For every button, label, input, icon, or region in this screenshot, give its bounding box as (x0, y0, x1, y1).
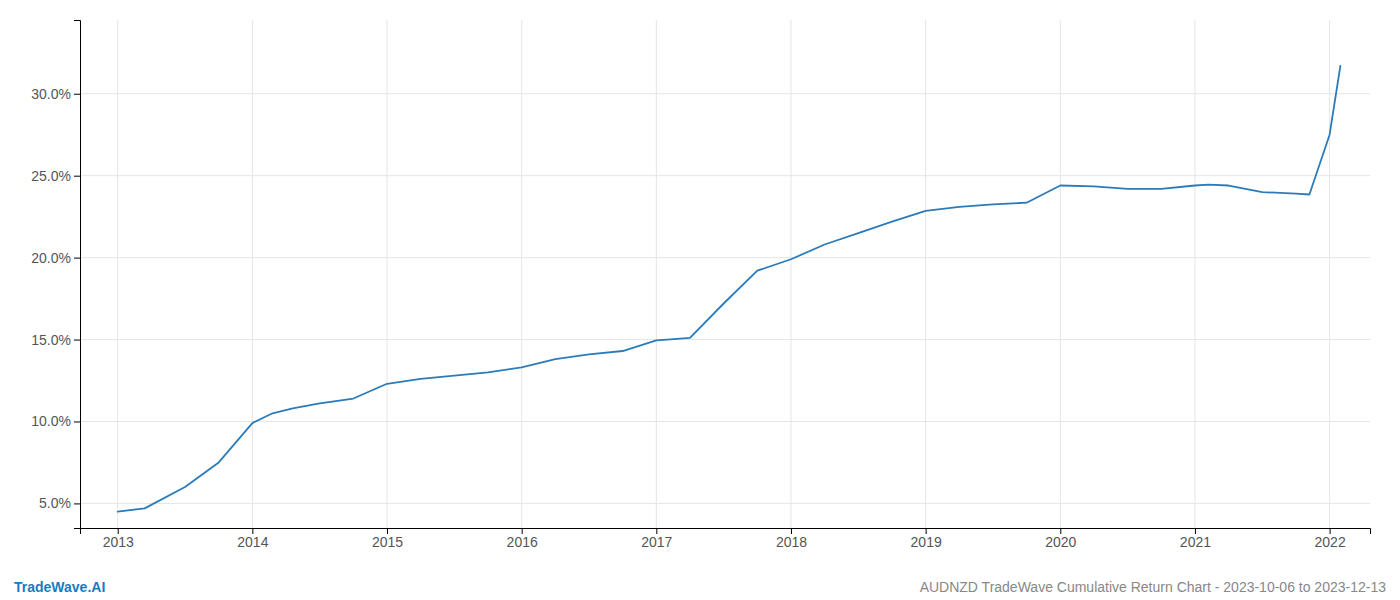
grid-line (80, 93, 1370, 94)
grid-line (790, 20, 791, 528)
x-tick-label: 2015 (372, 534, 403, 550)
x-tick: 2017 (641, 528, 672, 550)
x-tick-label: 2016 (507, 534, 538, 550)
y-tick: 10.0% (31, 413, 80, 429)
plot: 2013 2014 2015 2016 2017 2018 2019 2020 2021 2022… (31, 20, 1370, 550)
x-tick-label: 2022 (1315, 534, 1346, 550)
grid-line (80, 421, 1370, 422)
y-tick-mark (74, 503, 80, 504)
annotation: TradeWave.AI (14, 579, 105, 595)
annotation: AUDNZD TradeWave Cumulative Return Chart… (920, 579, 1387, 595)
y-tick: 25.0% (31, 168, 80, 184)
grid-line (80, 175, 1370, 176)
chart: 2013 2014 2015 2016 2017 2018 2019 2020 2021 2022… (0, 0, 1400, 600)
grid-line (1060, 20, 1061, 528)
y-tick-label: 15.0% (31, 332, 71, 348)
y-tick: 20.0% (31, 250, 80, 266)
x-tick: 2021 (1180, 528, 1211, 550)
y-tick: 15.0% (31, 332, 80, 348)
x-tick-label: 2014 (237, 534, 268, 550)
grid-line (117, 20, 118, 528)
grid-line (521, 20, 522, 528)
line (118, 66, 1341, 512)
x-tick-label: 2018 (776, 534, 807, 550)
y-axis-line (74, 21, 81, 529)
y-tick-label: 25.0% (31, 168, 71, 184)
x-tick: 2018 (776, 528, 807, 550)
marks (118, 66, 1341, 512)
x-tick: 2014 (237, 528, 268, 550)
y-tick-mark (74, 176, 80, 177)
x-tick: 2015 (372, 528, 403, 550)
y-tick-mark (74, 421, 80, 422)
y-tick-label: 30.0% (31, 86, 71, 102)
grid-line (80, 339, 1370, 340)
y-tick-label: 20.0% (31, 250, 71, 266)
grid-line (252, 20, 253, 528)
y-tick-label: 5.0% (39, 495, 71, 511)
x-tick: 2019 (911, 528, 942, 550)
x-tick: 2022 (1315, 528, 1346, 550)
y-tick: 5.0% (39, 495, 80, 511)
x-tick: 2013 (103, 528, 134, 550)
grid-line (1194, 20, 1195, 528)
x-tick-label: 2017 (641, 534, 672, 550)
grid-line (656, 20, 657, 528)
y-tick-mark (74, 258, 80, 259)
x-axis-line (81, 529, 1371, 535)
x-tick-label: 2019 (911, 534, 942, 550)
x-tick-label: 2020 (1045, 534, 1076, 550)
y-tick-label: 10.0% (31, 413, 71, 429)
y-tick: 30.0% (31, 86, 80, 102)
y-tick-mark (74, 94, 80, 95)
grid-line (1329, 20, 1330, 528)
x-tick-label: 2013 (103, 534, 134, 550)
y-axis: 5.0% 10.0% 15.0% 20.0% 25.0% 30.0% (31, 21, 80, 529)
grid-line (80, 257, 1370, 258)
grid-line (925, 20, 926, 528)
x-axis: 2013 2014 2015 2016 2017 2018 2019 2020 2021 2022 (81, 528, 1371, 550)
footer: TradeWave.AI AUDNZD TradeWave Cumulative … (14, 579, 1386, 595)
grid-line (80, 503, 1370, 504)
y-tick-mark (74, 340, 80, 341)
grid-line (387, 20, 388, 528)
grid (80, 20, 1370, 528)
x-tick: 2016 (507, 528, 538, 550)
x-tick-label: 2021 (1180, 534, 1211, 550)
x-tick: 2020 (1045, 528, 1076, 550)
